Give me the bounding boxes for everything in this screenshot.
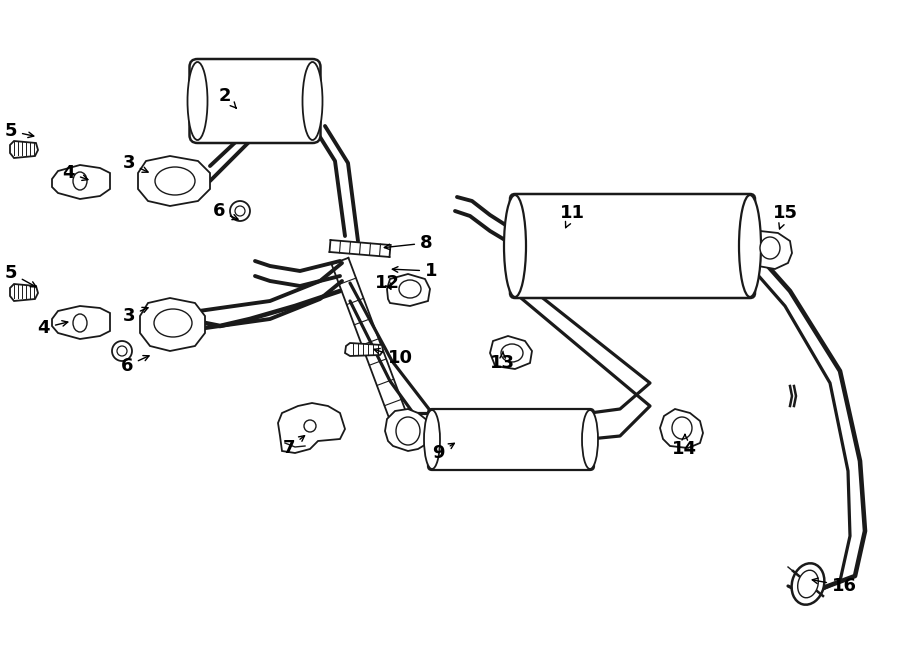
Ellipse shape (504, 195, 526, 297)
Ellipse shape (424, 410, 440, 469)
Polygon shape (385, 409, 430, 451)
Ellipse shape (235, 206, 245, 216)
FancyBboxPatch shape (190, 59, 320, 143)
Ellipse shape (117, 346, 127, 356)
Polygon shape (660, 409, 703, 448)
Text: 10: 10 (374, 348, 413, 367)
Text: 8: 8 (384, 234, 433, 252)
Text: 5: 5 (4, 264, 36, 287)
Text: 2: 2 (219, 87, 236, 108)
Polygon shape (10, 284, 38, 301)
Ellipse shape (230, 201, 250, 221)
Polygon shape (52, 306, 110, 339)
Ellipse shape (187, 62, 208, 140)
Ellipse shape (399, 280, 421, 298)
Text: 12: 12 (375, 274, 400, 292)
Text: 7: 7 (283, 436, 304, 457)
Polygon shape (10, 141, 38, 158)
Ellipse shape (155, 167, 195, 195)
Text: 14: 14 (672, 434, 697, 458)
Ellipse shape (739, 195, 761, 297)
Polygon shape (52, 165, 110, 199)
Polygon shape (345, 343, 383, 356)
FancyBboxPatch shape (428, 409, 594, 470)
Text: 13: 13 (490, 351, 515, 372)
Polygon shape (387, 274, 430, 306)
Text: 9: 9 (433, 444, 454, 462)
FancyBboxPatch shape (510, 194, 755, 298)
Text: 11: 11 (560, 204, 585, 228)
Polygon shape (748, 231, 792, 269)
Polygon shape (140, 298, 205, 351)
Text: 16: 16 (813, 577, 857, 595)
Polygon shape (138, 156, 210, 206)
Text: 3: 3 (122, 154, 148, 173)
Text: 1: 1 (392, 262, 437, 280)
Ellipse shape (760, 237, 780, 259)
Ellipse shape (582, 410, 598, 469)
Ellipse shape (112, 341, 132, 361)
Polygon shape (490, 336, 532, 369)
Ellipse shape (672, 417, 692, 439)
Ellipse shape (396, 417, 420, 445)
Text: 15: 15 (773, 204, 798, 229)
Text: 4: 4 (62, 164, 88, 182)
Text: 3: 3 (122, 307, 148, 325)
Ellipse shape (154, 309, 192, 337)
Ellipse shape (73, 172, 87, 190)
Ellipse shape (304, 420, 316, 432)
Text: 6: 6 (121, 356, 149, 375)
Ellipse shape (73, 314, 87, 332)
Ellipse shape (302, 62, 322, 140)
Polygon shape (278, 403, 345, 453)
Ellipse shape (501, 344, 523, 362)
Ellipse shape (792, 563, 824, 605)
Text: 4: 4 (38, 319, 68, 337)
Ellipse shape (797, 570, 818, 598)
Text: 5: 5 (4, 122, 34, 140)
Text: 6: 6 (212, 202, 238, 220)
